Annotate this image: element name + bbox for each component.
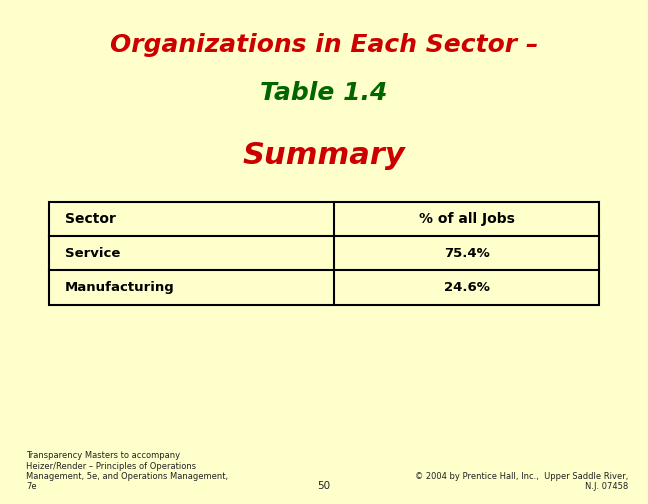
Text: Transparency Masters to accompany
Heizer/Render – Principles of Operations
Manag: Transparency Masters to accompany Heizer… (26, 451, 228, 491)
Text: 75.4%: 75.4% (444, 247, 489, 260)
Text: Summary: Summary (242, 141, 406, 170)
Text: Sector: Sector (65, 212, 116, 226)
Text: Service: Service (65, 247, 120, 260)
Text: % of all Jobs: % of all Jobs (419, 212, 515, 226)
Text: 24.6%: 24.6% (444, 281, 489, 294)
Text: Manufacturing: Manufacturing (65, 281, 174, 294)
Text: © 2004 by Prentice Hall, Inc.,  Upper Saddle River,
N.J. 07458: © 2004 by Prentice Hall, Inc., Upper Sad… (415, 472, 629, 491)
Text: 50: 50 (318, 481, 330, 491)
Text: Organizations in Each Sector –: Organizations in Each Sector – (110, 33, 538, 57)
Text: Table 1.4: Table 1.4 (260, 81, 388, 105)
